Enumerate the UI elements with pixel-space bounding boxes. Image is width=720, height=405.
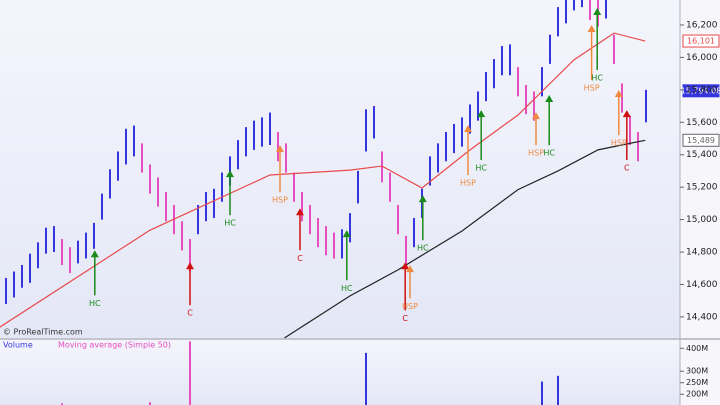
volume-tick-label: 400M — [686, 344, 708, 353]
arrow-head — [296, 208, 304, 216]
signal-label: HC — [224, 219, 236, 228]
arrow-head — [186, 262, 194, 270]
arrow-head — [90, 250, 99, 258]
arrow-head — [477, 110, 486, 118]
price-panel — [0, 0, 680, 338]
arrow-head — [226, 170, 234, 178]
arrow-head — [276, 145, 284, 153]
volume-title: Volume — [3, 341, 33, 350]
signal-label: HSP — [528, 149, 544, 158]
volume-ma-title: Moving average (Simple 50) — [58, 341, 171, 350]
axis-panel — [680, 0, 720, 405]
signal-label: HSP — [611, 139, 627, 148]
volume-tick-label: 300M — [686, 367, 708, 376]
y-tick-label: 15,000 — [686, 215, 718, 225]
signal-label: HSP — [272, 196, 288, 205]
y-tick-label: 15,800 — [686, 85, 718, 95]
price-tag-label: 15,794.08 — [681, 86, 720, 95]
signal-label: C — [402, 314, 408, 323]
signal-label: C — [297, 254, 303, 263]
volume-bar — [61, 403, 63, 405]
signal-label: HC — [543, 149, 555, 158]
arrow-head — [614, 90, 623, 98]
volume-bar — [149, 402, 151, 405]
y-tick-label: 15,400 — [686, 150, 718, 160]
arrow-head — [593, 7, 602, 15]
volume-bar — [365, 352, 367, 405]
arrow-head — [342, 230, 351, 238]
y-tick-label: 16,200 — [686, 20, 718, 30]
volume-bar — [557, 375, 559, 405]
moving-average — [284, 139, 646, 338]
volume-panel — [0, 340, 680, 405]
y-tick-label: 14,400 — [686, 312, 718, 322]
volume-tick-label: 250M — [686, 378, 708, 387]
y-tick-label: 14,800 — [686, 248, 718, 258]
signal-label: HSP — [402, 302, 418, 311]
price-tag-label: 16,101 — [687, 37, 715, 46]
arrow-head — [622, 110, 631, 118]
price-tag — [682, 34, 720, 48]
price-tag — [682, 133, 720, 147]
price-tag — [682, 84, 720, 98]
volume-bar — [189, 341, 191, 405]
y-tick-label: 14,600 — [686, 280, 718, 290]
signal-label: HC — [89, 299, 101, 308]
y-tick-label: 15,600 — [686, 118, 718, 128]
signal-label: HSP — [584, 84, 600, 93]
price-tag-label: 15,489 — [687, 136, 715, 145]
signal-label: HSP — [460, 179, 476, 188]
signal-label: C — [187, 309, 193, 318]
signal-label: C — [624, 164, 630, 173]
arrow-head — [418, 195, 427, 203]
arrow-head — [406, 265, 414, 273]
arrow-head — [532, 112, 540, 120]
signal-label: HC — [475, 164, 487, 173]
arrow-head — [464, 125, 472, 133]
y-tick-label: 16,000 — [686, 53, 718, 63]
signal-label: HC — [341, 284, 353, 293]
watermark: © ProRealTime.com — [3, 328, 83, 337]
arrow-head — [401, 262, 410, 270]
volume-bar — [541, 381, 543, 405]
arrow-head — [545, 95, 554, 103]
signal-label: HC — [417, 244, 429, 253]
signal-label: HC — [591, 74, 603, 83]
y-tick-label: 15,200 — [686, 183, 718, 193]
volume-tick-label: 200M — [686, 390, 708, 399]
arrow-head — [587, 24, 596, 32]
